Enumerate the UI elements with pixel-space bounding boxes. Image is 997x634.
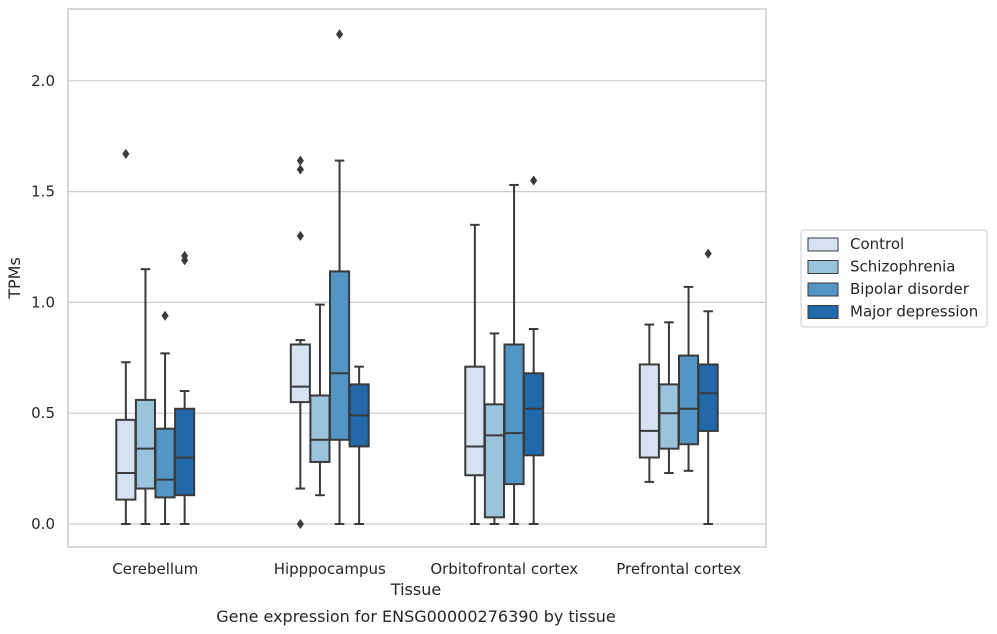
outlier-point xyxy=(704,248,712,259)
y-tick-label: 0.5 xyxy=(31,404,55,422)
box-series xyxy=(115,29,719,529)
box-iqr xyxy=(638,363,660,459)
series-group xyxy=(115,148,660,529)
x-tick-labels: Cerebellum Hipppocampus Orbitofrontal cort… xyxy=(112,560,741,578)
legend-label: Bipolar disorder xyxy=(850,280,970,298)
box-iqr xyxy=(115,418,137,501)
box-iqr xyxy=(483,403,505,519)
box-item xyxy=(678,285,700,472)
box-iqr xyxy=(697,363,719,432)
box-item xyxy=(697,248,719,525)
box-iqr xyxy=(678,354,700,446)
outlier-point xyxy=(296,230,304,241)
box-item xyxy=(329,29,351,525)
chart-caption: Gene expression for ENSG00000276390 by t… xyxy=(216,607,616,626)
legend-frame xyxy=(800,229,988,328)
legend: Control Schizophrenia Bipolar disorder Majo… xyxy=(800,229,988,328)
box-item xyxy=(154,310,176,525)
box-iqr xyxy=(154,427,176,499)
box-iqr xyxy=(134,398,156,490)
outlier-point xyxy=(296,519,304,529)
box-item xyxy=(115,148,137,525)
box-iqr xyxy=(523,372,545,457)
outlier-point xyxy=(296,155,304,166)
legend-swatch xyxy=(807,237,839,252)
box-item xyxy=(348,365,370,525)
box-iqr xyxy=(658,383,680,450)
y-tick-label: 1.0 xyxy=(31,293,55,311)
outlier-point xyxy=(335,29,344,40)
y-tick-label: 2.0 xyxy=(31,72,55,90)
outlier-point xyxy=(296,164,304,175)
outlier-point xyxy=(530,175,538,186)
legend-label: Schizophrenia xyxy=(850,258,955,276)
legend-swatch xyxy=(807,305,839,319)
box-item xyxy=(289,155,311,529)
box-item xyxy=(309,303,331,497)
box-item xyxy=(523,175,545,525)
box-item xyxy=(638,323,660,483)
series-group xyxy=(174,175,719,525)
box-iqr xyxy=(329,270,351,441)
x-axis-title: Tissue xyxy=(390,580,441,599)
x-tick-label: Cerebellum xyxy=(112,560,198,578)
box-iqr xyxy=(289,343,311,404)
y-tick-label: 0.0 xyxy=(31,515,55,533)
y-axis-title: TPMs xyxy=(5,257,24,300)
box-item xyxy=(464,223,486,525)
box-iqr xyxy=(174,407,196,497)
box-iqr xyxy=(464,365,486,477)
legend-swatch xyxy=(807,282,839,297)
box-item xyxy=(503,183,525,525)
box-iqr xyxy=(503,343,525,486)
outlier-point xyxy=(181,250,189,261)
legend-label: Major depression xyxy=(850,303,978,321)
outlier-point xyxy=(122,148,130,159)
box-item xyxy=(174,250,196,525)
legend-swatch xyxy=(807,260,839,274)
y-tick-label: 1.5 xyxy=(31,183,55,201)
x-tick-label: Hipppocampus xyxy=(274,560,386,578)
x-tick-label: Prefrontal cortex xyxy=(616,560,741,578)
series-group xyxy=(154,29,700,525)
box-item xyxy=(483,332,505,525)
legend-label: Control xyxy=(850,235,904,253)
outlier-point xyxy=(161,310,169,321)
x-tick-label: Orbitofrontal cortex xyxy=(430,560,578,578)
box-iqr xyxy=(309,394,331,463)
y-tick-labels: 0.0 0.5 1.0 1.5 2.0 xyxy=(31,72,55,533)
